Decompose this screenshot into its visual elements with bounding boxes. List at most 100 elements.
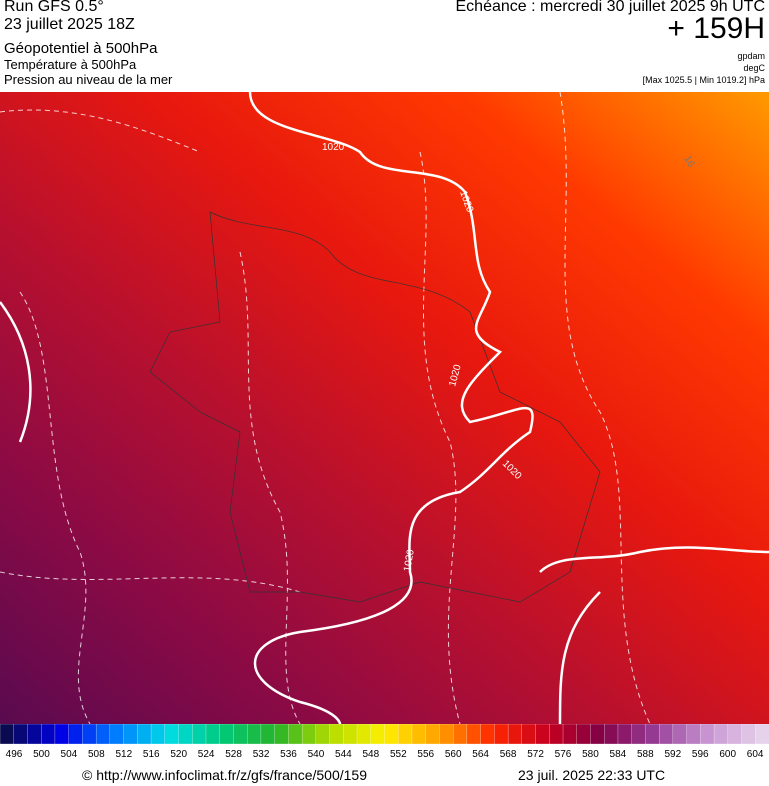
scale-swatch	[755, 724, 769, 744]
run-date: 23 juillet 2025 18Z	[4, 16, 135, 33]
scale-label: 496	[5, 749, 23, 760]
unit-label: [Max 1025.5 | Min 1019.2] hPa	[642, 75, 765, 85]
coastlines	[149, 211, 601, 603]
scale-swatch	[686, 724, 701, 744]
scale-swatch	[494, 724, 509, 744]
color-scale	[0, 724, 769, 744]
scale-swatch	[700, 724, 715, 744]
scale-label: 520	[170, 749, 188, 760]
scale-swatch	[150, 724, 166, 744]
scale-swatch	[576, 724, 592, 744]
scale-label: 568	[499, 749, 517, 760]
scale-swatch	[425, 724, 441, 744]
scale-label: 604	[746, 749, 764, 760]
scale-label: 556	[417, 749, 435, 760]
contour-label: 1020	[322, 142, 345, 153]
scale-label: 548	[362, 749, 380, 760]
scale-label: 544	[335, 749, 352, 760]
scale-swatch	[535, 724, 550, 744]
scale-label: 552	[389, 749, 407, 760]
scale-label: 524	[197, 749, 215, 760]
scale-swatch	[247, 724, 262, 744]
scale-label: 588	[637, 749, 654, 760]
field-label: Pression au niveau de la mer	[4, 72, 173, 87]
contour-label: 16	[681, 154, 696, 170]
scale-swatch	[480, 724, 496, 744]
scale-label: 512	[115, 749, 133, 760]
scale-swatch	[164, 724, 180, 744]
scale-label: 500	[33, 749, 50, 760]
scale-swatch	[439, 724, 454, 744]
scale-label: 592	[664, 749, 682, 760]
echeance: Echéance : mercredi 30 juillet 2025 9h U…	[455, 0, 766, 15]
scale-swatch	[178, 724, 193, 744]
map: 1020 1020 1020 1020 1020 16	[0, 92, 769, 724]
footer-timestamp: 23 juil. 2025 22:33 UTC	[518, 767, 666, 783]
scale-swatch	[398, 724, 413, 744]
scale-swatch	[411, 724, 427, 744]
scale-swatch	[82, 724, 97, 744]
field-label: Géopotentiel à 500hPa	[4, 40, 158, 57]
scale-swatch	[68, 724, 84, 744]
scale-label: 596	[691, 749, 709, 760]
scale-swatch	[521, 724, 537, 744]
scale-swatch	[123, 724, 138, 744]
scale-label: 516	[142, 749, 160, 760]
scale-swatch	[329, 724, 344, 744]
scale-swatch	[274, 724, 290, 744]
scale-swatch	[219, 724, 235, 744]
scale-swatch	[645, 724, 660, 744]
scale-swatch	[453, 724, 468, 744]
scale-swatch	[356, 724, 372, 744]
scale-label: 508	[88, 749, 105, 760]
scale-swatch	[370, 724, 386, 744]
run-title: Run GFS 0.5°	[4, 0, 104, 15]
scale-swatch	[549, 724, 564, 744]
scale-swatch	[466, 724, 482, 744]
scale-label: 504	[60, 749, 78, 760]
scale-swatch	[288, 724, 303, 744]
contour-label: 1020	[402, 548, 417, 572]
scale-label: 536	[280, 749, 297, 760]
scale-label: 584	[609, 749, 627, 760]
scale-label: 540	[307, 749, 325, 760]
scale-label: 532	[252, 749, 270, 760]
scale-swatch	[741, 724, 756, 744]
scale-swatch	[260, 724, 276, 744]
scale-swatch	[205, 724, 221, 744]
scale-swatch	[301, 724, 317, 744]
scale-swatch	[109, 724, 125, 744]
scale-label: 528	[225, 749, 242, 760]
unit-label: gpdam	[737, 51, 765, 61]
scale-swatch	[672, 724, 688, 744]
temperature-field	[0, 92, 769, 724]
scale-swatch	[590, 724, 605, 744]
scale-swatch	[384, 724, 399, 744]
scale-label: 576	[554, 749, 572, 760]
footer-url: © http://www.infoclimat.fr/z/gfs/france/…	[82, 767, 367, 783]
scale-swatch	[13, 724, 29, 744]
scale-swatch	[658, 724, 674, 744]
scale-swatch	[27, 724, 42, 744]
scale-swatch	[95, 724, 111, 744]
scale-swatch	[562, 724, 578, 744]
scale-swatch	[713, 724, 729, 744]
lead-time: + 159H	[667, 12, 765, 45]
scale-label: 560	[444, 749, 462, 760]
scale-swatch	[617, 724, 633, 744]
isobars	[0, 92, 769, 724]
isotherms	[0, 92, 651, 724]
scale-label: 600	[719, 749, 737, 760]
scale-label: 580	[582, 749, 599, 760]
scale-label: 572	[527, 749, 544, 760]
scale-swatch	[233, 724, 248, 744]
scale-swatch	[315, 724, 331, 744]
scale-swatch	[41, 724, 56, 744]
scale-label: 564	[472, 749, 489, 760]
scale-swatch	[0, 724, 15, 744]
scale-swatch	[137, 724, 152, 744]
scale-swatch	[343, 724, 358, 744]
scale-swatch	[192, 724, 207, 744]
unit-label: degC	[743, 63, 765, 73]
